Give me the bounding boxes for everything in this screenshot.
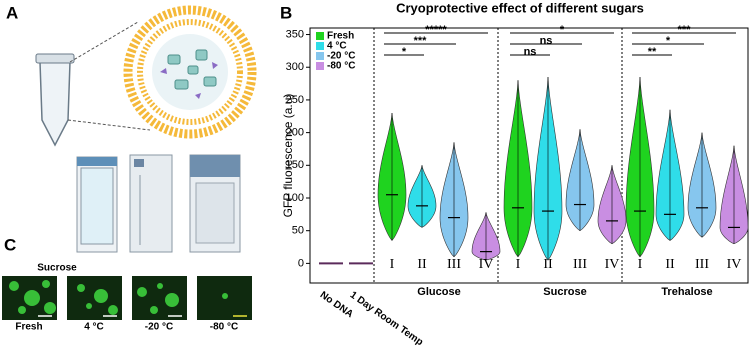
y-tick-label: 250 bbox=[286, 94, 304, 106]
micrograph-label: 4 °C bbox=[84, 322, 104, 333]
legend-swatch bbox=[316, 42, 324, 50]
legend-swatch bbox=[316, 52, 324, 60]
y-tick-label: 300 bbox=[286, 61, 304, 73]
numeral: III bbox=[447, 257, 461, 272]
micrograph-label: -20 °C bbox=[145, 322, 173, 333]
numeral: III bbox=[573, 257, 587, 272]
micrograph bbox=[132, 276, 187, 320]
significance-label: * bbox=[560, 24, 565, 36]
significance-label: *** bbox=[678, 24, 692, 36]
particle bbox=[24, 290, 40, 306]
panel-label: A bbox=[6, 3, 18, 22]
legend-label: -20 °C bbox=[327, 51, 355, 62]
particle bbox=[9, 281, 19, 291]
significance-label: ns bbox=[540, 35, 553, 47]
panel-label: B bbox=[280, 3, 292, 22]
significance-label: ***** bbox=[425, 24, 447, 36]
y-tick-label: 0 bbox=[298, 257, 304, 269]
y-tick-label: 50 bbox=[292, 225, 304, 237]
x-category-label: 1 Day Room Temp bbox=[348, 290, 425, 349]
panel-c-title: Sucrose bbox=[37, 263, 77, 274]
significance-label: *** bbox=[414, 35, 428, 47]
numeral: II bbox=[543, 257, 553, 272]
numeral: IV bbox=[727, 257, 742, 272]
y-tick-label: 350 bbox=[286, 28, 304, 40]
numeral: I bbox=[638, 257, 643, 272]
particle bbox=[157, 283, 163, 289]
significance-label: * bbox=[402, 46, 407, 58]
y-tick-label: 150 bbox=[286, 159, 304, 171]
legend-label: Fresh bbox=[327, 31, 354, 42]
significance-label: ** bbox=[648, 46, 657, 58]
panel-label: C bbox=[4, 235, 16, 254]
y-tick-label: 100 bbox=[286, 192, 304, 204]
y-axis-label: GFP fluorescence (a.u) bbox=[281, 94, 295, 218]
particle bbox=[94, 289, 108, 303]
x-category-label: No DNA bbox=[318, 290, 355, 321]
particle bbox=[165, 293, 179, 307]
legend-label: -80 °C bbox=[327, 61, 355, 72]
particle bbox=[18, 306, 26, 314]
particle bbox=[137, 287, 147, 297]
micrograph-label: -80 °C bbox=[210, 322, 238, 333]
numeral: I bbox=[390, 257, 395, 272]
particle bbox=[44, 302, 56, 314]
illustration bbox=[35, 5, 257, 253]
particle bbox=[108, 305, 118, 315]
micrographs: Fresh 4 °C -20 °C -80 °C bbox=[2, 276, 252, 333]
numeral: IV bbox=[479, 257, 494, 272]
legend-swatch bbox=[316, 62, 324, 70]
significance-label: * bbox=[666, 35, 671, 47]
numeral: III bbox=[695, 257, 709, 272]
significance-label: ns bbox=[524, 46, 537, 58]
x-category-label: Trehalose bbox=[661, 286, 712, 298]
micrograph-label: Fresh bbox=[15, 322, 42, 333]
particle bbox=[150, 306, 158, 314]
particle bbox=[77, 284, 85, 292]
legend-swatch bbox=[316, 32, 324, 40]
numeral: II bbox=[417, 257, 427, 272]
x-category-label: Sucrose bbox=[543, 286, 586, 298]
numeral: I bbox=[516, 257, 521, 272]
y-tick-label: 200 bbox=[286, 127, 304, 139]
chart-title: Cryoprotective effect of different sugar… bbox=[396, 0, 644, 15]
particle bbox=[86, 303, 92, 309]
particle bbox=[222, 293, 228, 299]
x-category-label: Glucose bbox=[417, 286, 460, 298]
numeral: II bbox=[665, 257, 675, 272]
numeral: IV bbox=[605, 257, 620, 272]
legend-label: 4 °C bbox=[327, 41, 347, 52]
particle bbox=[42, 280, 50, 288]
plot-frame bbox=[309, 27, 749, 284]
